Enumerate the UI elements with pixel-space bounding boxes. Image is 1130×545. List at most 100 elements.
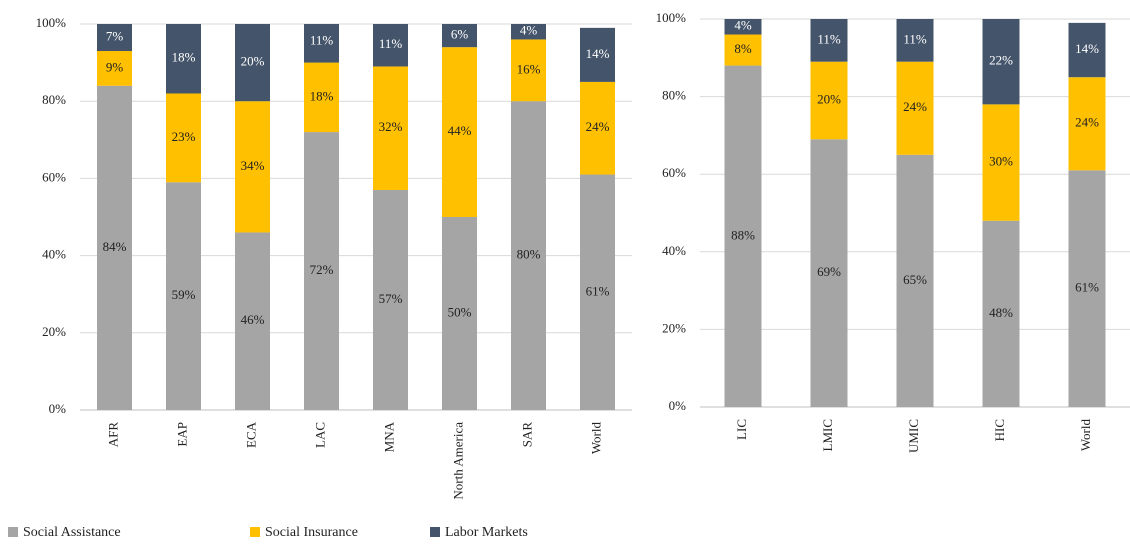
bar-segment (580, 81, 615, 175)
x-tick-label: World (1078, 419, 1093, 452)
bars (97, 24, 615, 410)
data-label: 61% (1075, 280, 1099, 295)
data-label: 16% (517, 61, 541, 76)
data-label: 18% (310, 88, 334, 103)
x-tick-label: UMIC (906, 419, 921, 453)
bar-segment (982, 104, 1020, 221)
bar-segment (304, 62, 339, 133)
bar-segment (896, 19, 934, 62)
x-tick-label: LIC (734, 419, 749, 440)
bar-segment (1068, 77, 1106, 171)
bar-segment (511, 39, 546, 102)
data-label: 84% (103, 239, 127, 254)
data-label: 32% (379, 119, 403, 134)
legend-label: Social Insurance (265, 525, 358, 540)
bar-segment (97, 24, 132, 52)
legend-label: Labor Markets (445, 525, 528, 540)
bar-segment (724, 19, 762, 35)
data-label: 72% (310, 262, 334, 277)
x-tick-label: AFR (105, 422, 120, 448)
data-label: 59% (172, 287, 196, 302)
bar-segment (810, 61, 848, 140)
legend-swatch (8, 527, 18, 537)
bar-segment (373, 189, 408, 410)
data-label: 50% (448, 304, 472, 319)
data-label: 65% (903, 272, 927, 287)
data-label: 20% (817, 91, 841, 106)
bar-segment (235, 232, 270, 410)
data-label: 11% (310, 32, 334, 47)
y-tick-label: 20% (42, 324, 66, 339)
bar-segment (810, 19, 848, 62)
y-tick-label: 60% (662, 165, 686, 180)
y-tick-label: 40% (42, 247, 66, 262)
data-label: 80% (517, 247, 541, 262)
data-label: 46% (241, 312, 265, 327)
data-label: 14% (586, 46, 610, 61)
x-tick-label: LMIC (820, 419, 835, 452)
data-label: 11% (379, 36, 403, 51)
data-label: 7% (106, 28, 124, 43)
bar-segment (1068, 170, 1106, 407)
bar-segment (442, 24, 477, 48)
data-label: 69% (817, 264, 841, 279)
data-label: 24% (586, 119, 610, 134)
y-tick-label: 80% (42, 92, 66, 107)
data-label: 11% (817, 31, 841, 46)
data-label: 6% (451, 27, 469, 42)
x-tick-label: North America (450, 422, 465, 500)
bar-segment (896, 61, 934, 155)
bar-segment (580, 174, 615, 410)
data-label: 4% (734, 18, 752, 33)
data-label: 20% (241, 54, 265, 69)
x-tick-label: LAC (312, 422, 327, 448)
bar-segment (235, 24, 270, 102)
x-tick-label: HIC (992, 419, 1007, 441)
data-label: 14% (1075, 41, 1099, 56)
x-tick-label: World (588, 422, 603, 455)
data-label: 48% (989, 305, 1013, 320)
legend-label: Social Assistance (23, 525, 121, 540)
bars (724, 19, 1106, 407)
legend-swatch (250, 527, 260, 537)
data-label: 30% (989, 154, 1013, 169)
bar-segment (442, 217, 477, 410)
bar-segment (373, 24, 408, 67)
data-label: 9% (106, 59, 124, 74)
bar-segment (304, 132, 339, 410)
y-tick-label: 60% (42, 169, 66, 184)
y-tick-label: 100% (36, 15, 67, 30)
x-tick-label: SAR (519, 422, 534, 448)
bar-segment (235, 101, 270, 233)
data-label: 18% (172, 50, 196, 65)
bar-segment (810, 139, 848, 407)
data-label: 4% (520, 23, 538, 38)
data-label: 24% (1075, 115, 1099, 130)
bar-segment (896, 154, 934, 407)
data-label: 23% (172, 129, 196, 144)
bar-segment (511, 24, 546, 40)
bar-segment (1068, 22, 1106, 78)
y-tick-label: 0% (669, 398, 687, 413)
bar-segment (442, 47, 477, 217)
data-label: 8% (734, 41, 752, 56)
data-label: 44% (448, 123, 472, 138)
y-tick-label: 80% (662, 88, 686, 103)
y-tick-label: 0% (49, 401, 67, 416)
data-label: 34% (241, 158, 265, 173)
data-label: 61% (586, 283, 610, 298)
data-label: 88% (731, 227, 755, 242)
legend-swatch (430, 527, 440, 537)
data-label: 22% (989, 53, 1013, 68)
bar-segment (982, 19, 1020, 105)
bar-segment (97, 85, 132, 410)
bar-segment (97, 51, 132, 86)
bar-segment (511, 101, 546, 410)
bar-segment (724, 65, 762, 407)
x-tick-label: ECA (243, 421, 258, 448)
bar-segment (166, 93, 201, 183)
bar-segment (724, 34, 762, 66)
bar-segment (166, 24, 201, 94)
bar-segment (373, 66, 408, 190)
